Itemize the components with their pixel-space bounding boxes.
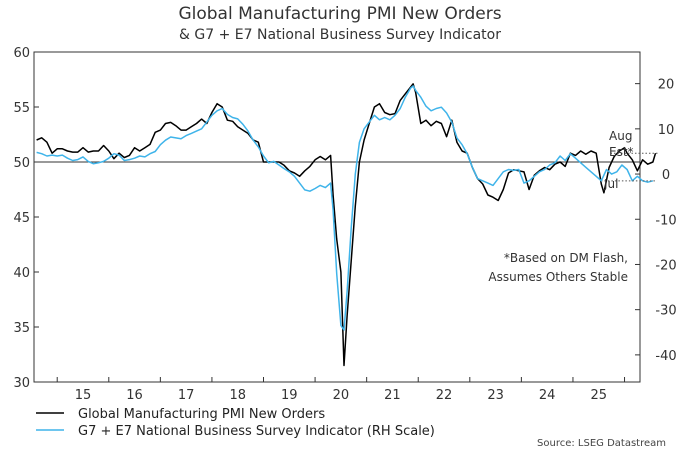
- x-tick-label: 21: [384, 388, 401, 403]
- right-tick-label: 10: [658, 123, 675, 138]
- x-tick-label: 25: [590, 388, 607, 403]
- legend-label-survey: G7 + E7 National Business Survey Indicat…: [78, 424, 435, 439]
- series-line-survey-indicator: [36, 85, 654, 331]
- x-tick-label: 18: [229, 388, 246, 403]
- x-tick-label: 19: [281, 388, 298, 403]
- left-tick-label: 55: [13, 101, 30, 116]
- left-tick-label: 40: [13, 266, 30, 281]
- plot-border: [33, 51, 641, 383]
- source-note: Source: LSEG Datastream: [537, 438, 666, 449]
- right-tick-label: -40: [655, 349, 676, 364]
- left-tick-label: 50: [13, 156, 30, 171]
- right-tick-label: 20: [658, 78, 675, 93]
- x-axis-ticks: 15 16 17 18 19 20 21 22 23 24 25: [56, 377, 626, 403]
- footnote-line-1: *Based on DM Flash,: [504, 251, 628, 265]
- x-tick-label: 24: [539, 388, 556, 403]
- left-tick-label: 30: [13, 376, 30, 391]
- chart-title: Global Manufacturing PMI New Orders: [178, 4, 502, 24]
- legend: Global Manufacturing PMI New Orders G7 +…: [36, 407, 435, 439]
- series-group: [36, 83, 658, 367]
- footnote-line-2: Assumes Others Stable: [488, 270, 628, 284]
- legend-label-pmi: Global Manufacturing PMI New Orders: [78, 407, 325, 422]
- annotations: Aug Est* Jul *Based on DM Flash, Assumes…: [488, 129, 633, 284]
- annotation-aug: Aug: [609, 129, 632, 143]
- chart-subtitle: & G7 + E7 National Business Survey Indic…: [179, 27, 501, 43]
- right-axis-ticks: -40 -30 -20 -10 0 10 20: [635, 78, 677, 364]
- x-tick-label: 15: [75, 388, 92, 403]
- left-tick-label: 45: [13, 211, 30, 226]
- plot-frame: [33, 51, 641, 383]
- right-tick-label: 0: [662, 168, 670, 183]
- x-tick-label: 20: [333, 388, 350, 403]
- x-tick-label: 17: [178, 388, 195, 403]
- x-tick-label: 16: [126, 388, 143, 403]
- left-tick-label: 60: [13, 46, 30, 61]
- annotation-est: Est*: [609, 145, 634, 159]
- x-tick-label: 22: [436, 388, 453, 403]
- left-axis-ticks: 30 35 40 45 50 55 60: [13, 46, 39, 391]
- annotation-jul: Jul: [603, 177, 618, 191]
- right-tick-label: -10: [655, 213, 676, 228]
- left-tick-label: 35: [13, 321, 30, 336]
- right-tick-label: -20: [655, 258, 676, 273]
- x-tick-label: 23: [487, 388, 504, 403]
- series-line-pmi-new-orders: [36, 83, 657, 367]
- right-tick-label: -30: [655, 304, 676, 319]
